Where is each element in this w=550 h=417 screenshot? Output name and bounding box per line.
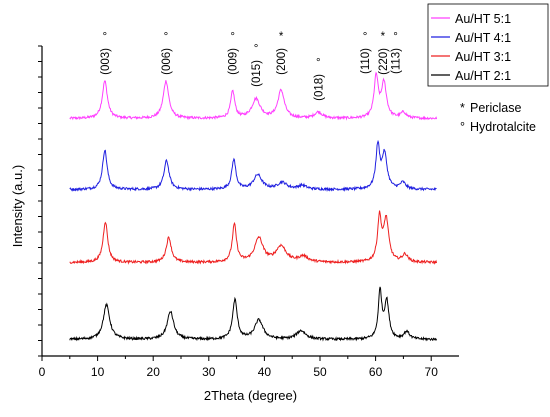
peak-labels: ° (003) ° (006) ° (009) ° (015) * (200) ° (018) ° (11…: [100, 31, 403, 101]
marker-note-text-1: Periclase: [470, 101, 521, 115]
marker-note-symbol-2: °: [460, 120, 465, 134]
series-lines: [69, 71, 438, 342]
peak-label-6: (018): [313, 74, 325, 101]
peak-label-7: (110): [360, 48, 372, 74]
peak-marker-9: °: [393, 31, 398, 43]
x-tick-label: 60: [369, 365, 383, 379]
legend: Au/HT 5:1 Au/HT 4:1 Au/HT 3:1 Au/HT 2:1: [427, 3, 549, 87]
series-line-1: [69, 71, 438, 121]
series-line-2: [69, 139, 437, 193]
marker-note-text-2: Hydrotalcite: [470, 120, 536, 134]
peak-marker-2: °: [164, 31, 169, 43]
legend-label-4: Au/HT 2:1: [455, 69, 511, 83]
x-tick-label: 50: [313, 365, 327, 379]
axes-frame: [38, 45, 459, 357]
y-axis-title: Intensity (a.u.): [10, 165, 25, 247]
x-axis-title: 2Theta (degree): [204, 388, 297, 403]
marker-note-symbol-1: *: [460, 101, 465, 115]
peak-marker-8: *: [381, 31, 386, 43]
peak-label-5: (200): [276, 48, 288, 75]
legend-label-3: Au/HT 3:1: [455, 50, 511, 64]
peak-label-9: (113): [391, 48, 403, 74]
legend-label-2: Au/HT 4:1: [455, 31, 511, 45]
x-tick-label: 70: [425, 365, 439, 379]
peak-label-8: (220): [378, 48, 390, 75]
peak-marker-1: °: [103, 31, 108, 43]
peak-marker-5: *: [279, 31, 284, 43]
x-axis-ticks: 0 10 20 30 40 50 60 70: [39, 356, 439, 379]
peak-label-3: (009): [228, 48, 240, 75]
peak-marker-4: °: [254, 43, 259, 55]
peak-label-4: (015): [251, 60, 263, 87]
peak-marker-7: °: [363, 31, 368, 43]
legend-label-1: Au/HT 5:1: [455, 12, 511, 26]
x-tick-label: 40: [258, 365, 272, 379]
marker-notes: * Periclase ° Hydrotalcite: [460, 101, 536, 134]
series-line-4: [69, 286, 438, 342]
x-tick-label: 20: [147, 365, 161, 379]
peak-label-2: (006): [161, 48, 173, 75]
x-tick-label: 10: [91, 365, 105, 379]
x-tick-label: 30: [202, 365, 216, 379]
x-tick-label: 0: [39, 365, 46, 379]
peak-marker-6: °: [316, 57, 321, 69]
peak-marker-3: °: [230, 31, 235, 43]
series-line-3: [69, 210, 438, 265]
peak-label-1: (003): [100, 48, 112, 75]
